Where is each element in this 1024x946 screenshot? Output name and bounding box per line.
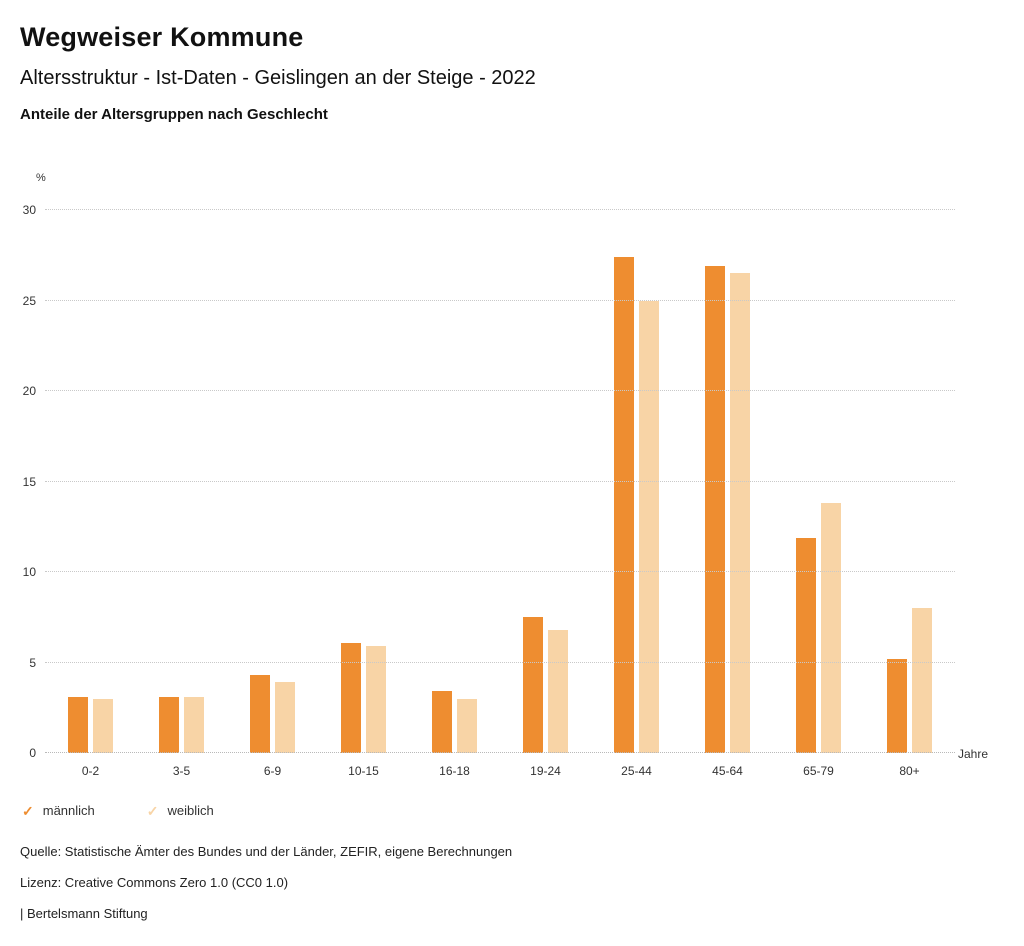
bar-group: 6-9 <box>250 210 295 778</box>
bar-männlich[interactable] <box>159 696 179 753</box>
gridline <box>45 571 955 572</box>
x-tick-label: 6-9 <box>263 764 282 778</box>
license-text: Lizenz: Creative Commons Zero 1.0 (CC0 1… <box>20 875 289 890</box>
gridline <box>45 661 955 663</box>
bar-weiblich[interactable] <box>821 503 841 753</box>
x-tick-label: 65-79 <box>803 764 834 778</box>
x-tick-label: 0-2 <box>81 764 100 778</box>
bar-weiblich[interactable] <box>93 698 113 753</box>
bar-weiblich[interactable] <box>548 629 568 753</box>
y-axis-unit-label: % <box>36 172 46 184</box>
legend-label: männlich <box>42 803 95 818</box>
bar-männlich[interactable] <box>341 642 361 753</box>
x-tick-label: 80+ <box>899 764 920 778</box>
gridline <box>45 209 955 210</box>
check-icon: ✓ <box>22 802 34 819</box>
bar-group: 65-79 <box>796 210 841 778</box>
x-tick-label: 25-44 <box>621 764 652 778</box>
page-title: Altersstruktur - Ist-Daten - Geislingen … <box>20 67 536 89</box>
bar-group: 25-44 <box>614 210 659 778</box>
bar-männlich[interactable] <box>796 537 816 753</box>
bar-weiblich[interactable] <box>639 300 659 753</box>
bar-männlich[interactable] <box>432 691 452 753</box>
chart-subtitle: Anteile der Altersgruppen nach Geschlech… <box>20 106 328 123</box>
bar-männlich[interactable] <box>705 266 725 753</box>
y-tick-label: 15 <box>22 474 36 489</box>
bar-group: 19-24 <box>523 210 568 778</box>
legend-item-weiblich[interactable]: ✓ weiblich <box>147 803 214 818</box>
bar-weiblich[interactable] <box>366 646 386 753</box>
legend: ✓ männlich ✓ weiblich <box>22 803 214 818</box>
bar-weiblich[interactable] <box>184 696 204 753</box>
bar-group: 45-64 <box>705 210 750 778</box>
legend-label: weiblich <box>167 803 214 818</box>
y-tick-label: 30 <box>22 203 36 217</box>
y-tick-label: 10 <box>22 565 36 579</box>
bar-group: 3-5 <box>159 210 204 778</box>
plot-area: 0-2 3-5 6-9 10-15 16-18 19-24 25-44 45-64 65-79 8… <box>23 204 955 778</box>
bar-weiblich[interactable] <box>275 682 295 753</box>
bar-group: 10-15 <box>341 210 386 778</box>
attribution-text: | Bertelsmann Stiftung <box>20 906 148 921</box>
bar-group: 80+ <box>887 210 932 778</box>
y-tick-label: 5 <box>29 655 36 670</box>
x-tick-label: 3-5 <box>172 764 191 778</box>
gridline <box>45 752 955 753</box>
x-tick-label: 45-64 <box>712 764 743 778</box>
bar-männlich[interactable] <box>68 696 88 753</box>
bar-group: 0-2 <box>68 210 113 778</box>
x-tick-label: 19-24 <box>530 764 561 778</box>
source-text: Quelle: Statistische Ämter des Bundes un… <box>20 844 513 859</box>
x-tick-label: 16-18 <box>439 764 470 778</box>
brand-title: Wegweiser Kommune <box>20 22 304 52</box>
bar-männlich[interactable] <box>250 675 270 753</box>
bar-weiblich[interactable] <box>457 698 477 753</box>
gridline <box>45 299 955 301</box>
x-axis-title: Jahre <box>958 747 989 761</box>
bar-männlich[interactable] <box>887 658 907 753</box>
gridline <box>45 480 955 482</box>
bar-weiblich[interactable] <box>730 273 750 753</box>
x-tick-label: 10-15 <box>348 764 379 778</box>
y-tick-label: 25 <box>22 293 36 308</box>
bar-weiblich[interactable] <box>912 608 932 753</box>
y-tick-label: 0 <box>29 746 36 760</box>
bar-group: 16-18 <box>432 210 477 778</box>
y-tick-label: 20 <box>22 384 36 398</box>
check-icon: ✓ <box>146 802 159 819</box>
bar-männlich[interactable] <box>614 257 634 753</box>
bar-groups: 0-2 3-5 6-9 10-15 16-18 19-24 25-44 45-64 65-79 8… <box>45 210 955 778</box>
legend-item-männlich[interactable]: ✓ männlich <box>22 803 95 818</box>
gridline <box>45 390 955 391</box>
bar-männlich[interactable] <box>523 617 543 753</box>
